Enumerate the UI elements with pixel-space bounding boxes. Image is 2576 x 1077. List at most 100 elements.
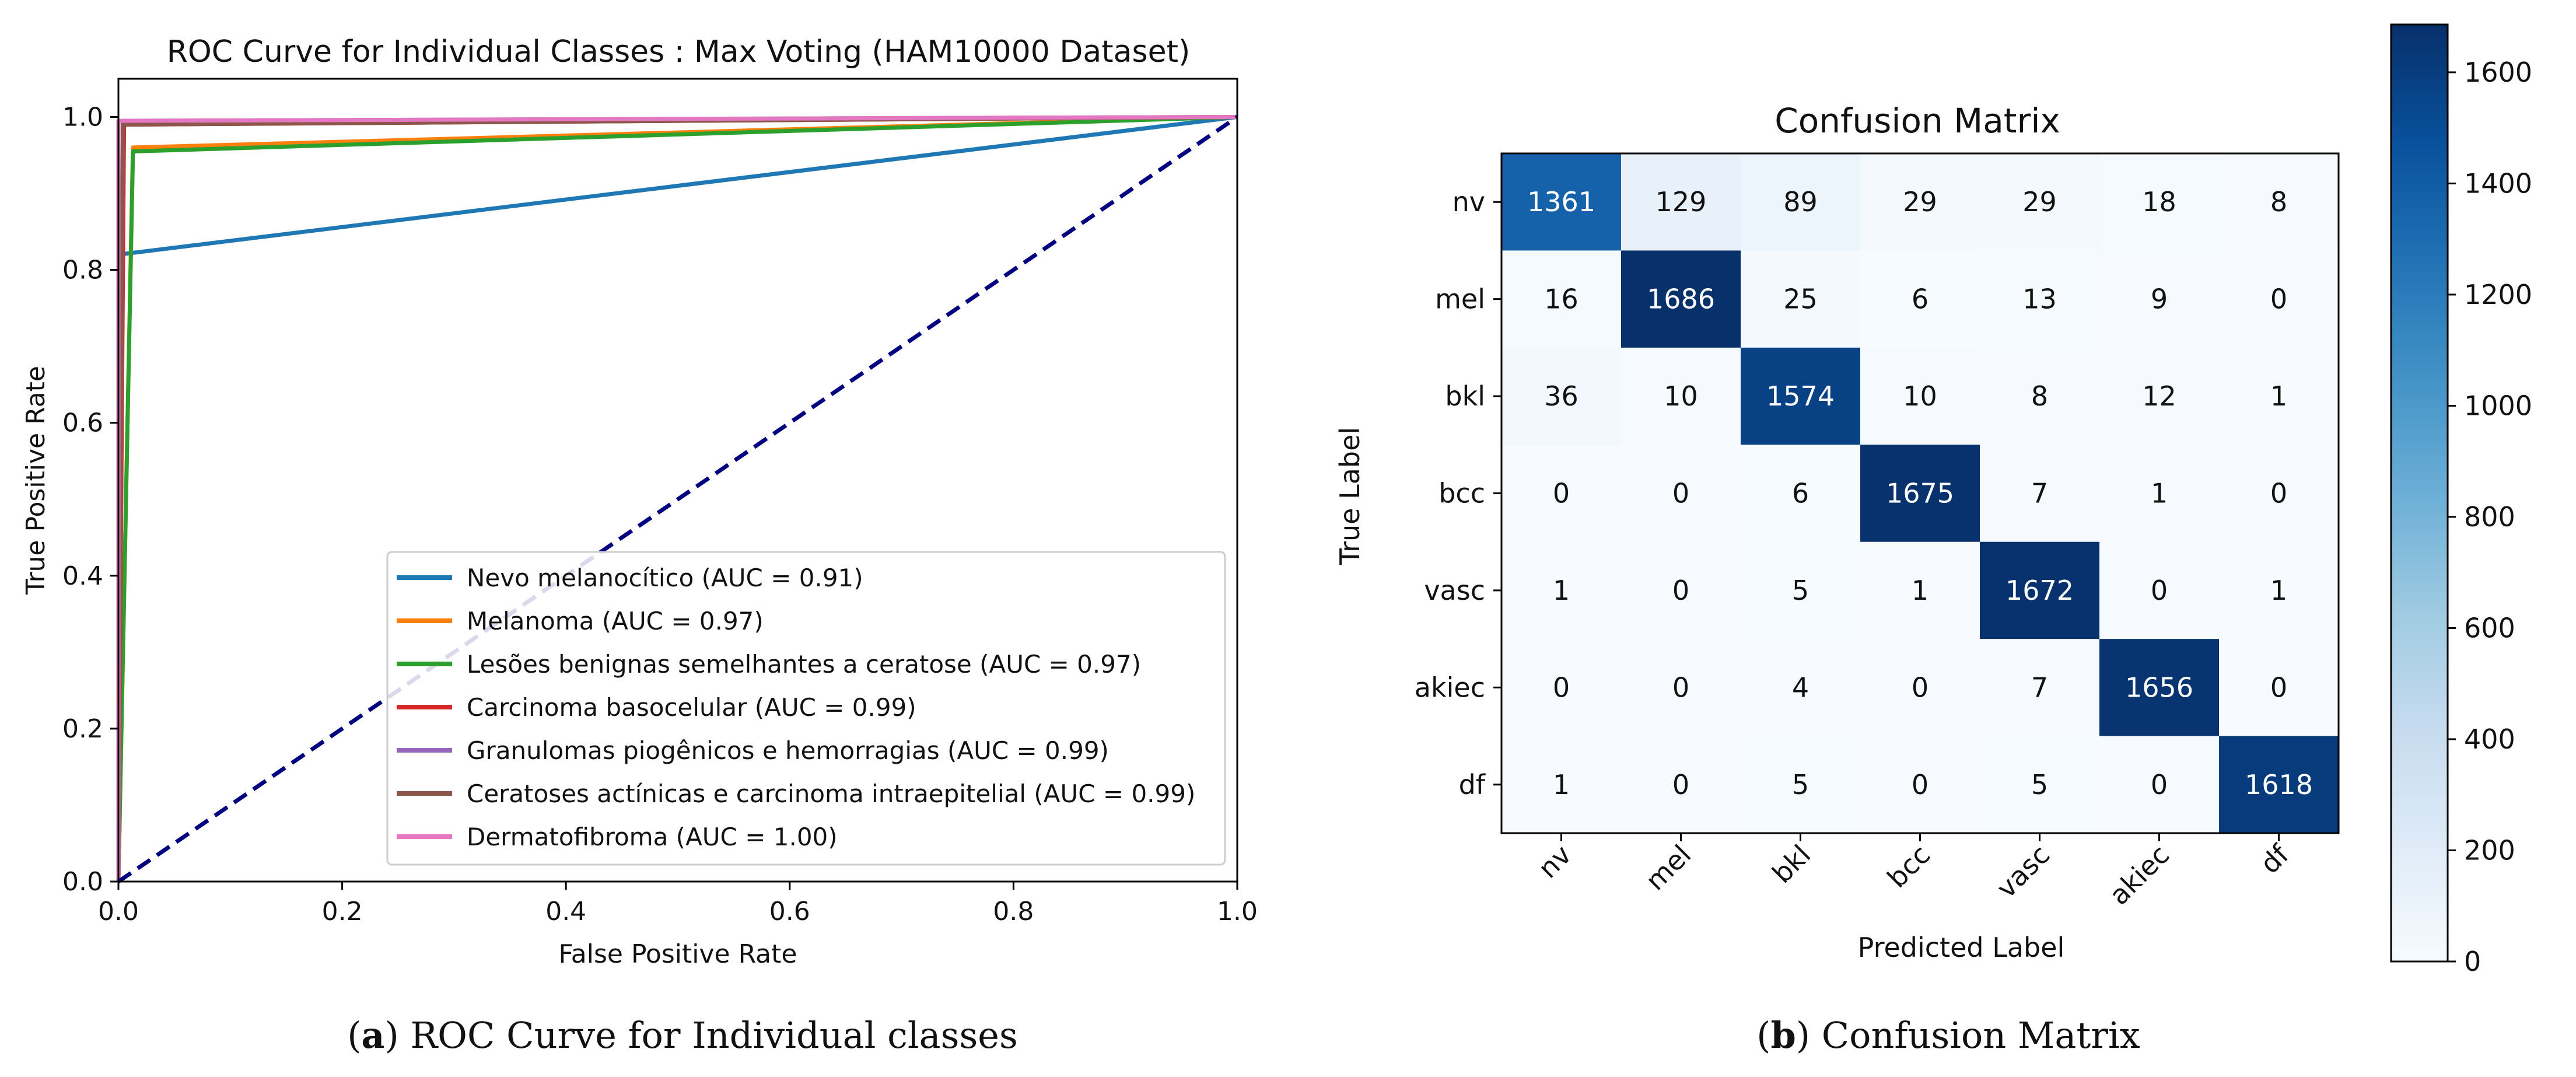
roc-x-tick-label: 0.2 (322, 897, 363, 926)
cm-cell (1980, 736, 2100, 834)
cm-cell-value: 1686 (1647, 284, 1715, 315)
caption-a-text: ROC Curve for Individual classes (399, 1014, 1018, 1057)
cm-cell-value: 10 (1903, 380, 1937, 412)
cm-cell-value: 6 (1912, 284, 1929, 315)
cm-cell-value: 1574 (1766, 380, 1835, 412)
caption-a-label: a (361, 1014, 384, 1057)
cm-cell (1621, 736, 1741, 834)
cm-cell-value: 25 (1783, 284, 1818, 315)
roc-x-tick-label: 0.4 (545, 897, 586, 926)
roc-y-tick-label: 0.8 (62, 256, 103, 285)
cm-cell (2219, 153, 2339, 251)
cm-cell-value: 7 (2031, 478, 2048, 509)
cm-y-tick-label: bkl (1445, 380, 1485, 412)
roc-y-tick-label: 1.0 (62, 103, 103, 132)
cm-cell (1741, 639, 1861, 737)
caption-b: (b) Confusion Matrix (1756, 1014, 2140, 1057)
cm-cell (2099, 445, 2220, 543)
cm-title: Confusion Matrix (1774, 101, 2060, 141)
cm-cell-value: 10 (1664, 380, 1698, 412)
cm-cell (1741, 445, 1861, 543)
roc-diagonal-line (117, 115, 1238, 883)
cm-cell (1860, 541, 1980, 639)
cm-cell-value: 29 (2022, 186, 2057, 218)
cm-x-tick-label: nv (1532, 839, 1577, 884)
cm-cell (1860, 153, 1980, 251)
caption-b-label: b (1770, 1014, 1796, 1057)
cm-x-axis-label: Predicted Label (1858, 932, 2065, 963)
cm-cell-value: 8 (2270, 186, 2287, 218)
cm-cell (1980, 445, 2100, 543)
cm-y-axis-label: True Label (1334, 427, 1366, 565)
cm-cell (1502, 639, 1622, 737)
cm-cell-value: 129 (1656, 186, 1707, 218)
roc-legend-label: Granulomas piogênicos e hemorragias (AUC… (467, 736, 1109, 765)
cm-y-tick-label: df (1459, 769, 1486, 800)
roc-axes-frame (117, 78, 1238, 883)
colorbar-tick-label: 800 (2464, 501, 2515, 533)
cm-cell (2219, 445, 2339, 543)
roc-legend-label: Carcinoma basocelular (AUC = 0.99) (467, 693, 916, 722)
colorbar-tick-label: 1200 (2464, 279, 2532, 310)
roc-y-tick-label: 0.4 (62, 561, 103, 591)
cm-cell-value: 0 (1553, 672, 1570, 703)
cm-cell (1621, 347, 1741, 445)
cm-cell-value: 1672 (2006, 575, 2074, 606)
colorbar-tick-label: 1600 (2464, 57, 2532, 88)
colorbar-ticks: 0 200 400 600 800 1000 1200 1400 1600 (2448, 57, 2532, 977)
colorbar (2390, 23, 2449, 963)
colorbar-tick-label: 600 (2464, 612, 2515, 644)
cm-cell-value: 1675 (1886, 478, 1954, 509)
cm-cell (1621, 541, 1741, 639)
cm-cell-value: 18 (2142, 186, 2176, 218)
cm-cell (1860, 250, 1980, 348)
cm-y-tick-label: akiec (1415, 672, 1485, 703)
cm-cell-value: 1361 (1527, 186, 1595, 218)
cm-cell (1502, 736, 1622, 834)
cm-x-tick-label: bkl (1766, 839, 1817, 890)
cm-cell (2219, 347, 2339, 445)
roc-legend-box (386, 551, 1226, 866)
roc-y-tick-label: 0.2 (62, 714, 103, 744)
cm-cell (2099, 153, 2220, 251)
cm-cell-value: 1618 (2245, 769, 2313, 800)
cm-cell (1860, 445, 1980, 543)
cm-cell-value: 16 (1544, 284, 1578, 315)
roc-x-tick-label: 0.0 (98, 897, 139, 926)
cm-cell-value: 36 (1544, 380, 1578, 412)
cm-cell (1502, 153, 1622, 251)
cm-cell (1502, 445, 1622, 543)
roc-legend-label: Dermatofibroma (AUC = 1.00) (467, 823, 838, 851)
cm-cell (1860, 347, 1980, 445)
cm-cell (1741, 347, 1861, 445)
cm-x-tick-labels: nv mel bkl bcc vasc akiec df (1532, 833, 2296, 911)
cm-cell-value: 0 (1672, 575, 1689, 606)
cm-cell-value: 7 (2031, 672, 2048, 703)
cm-cell-value: 0 (2270, 478, 2287, 509)
cm-cell-value: 4 (1792, 672, 1809, 703)
cm-cell (2219, 736, 2339, 834)
cm-cell-value: 1 (1553, 769, 1570, 800)
roc-legend-label: Nevo melanocítico (AUC = 0.91) (467, 564, 863, 592)
cm-y-tick-label: vasc (1424, 575, 1485, 606)
cm-cell-value: 8 (2031, 380, 2048, 412)
cm-cell (2099, 347, 2220, 445)
roc-title: ROC Curve for Individual Classes : Max V… (167, 34, 1191, 69)
cm-cell-value: 89 (1783, 186, 1818, 218)
cm-cell (1502, 250, 1622, 348)
colorbar-tick-label: 200 (2464, 834, 2515, 866)
cm-cell (1980, 541, 2100, 639)
cm-cell (1621, 250, 1741, 348)
cm-cell (2099, 541, 2220, 639)
cm-cell (2099, 639, 2220, 737)
cm-cell (2099, 736, 2220, 834)
cm-cell-value: 9 (2151, 284, 2168, 315)
cm-y-tick-label: nv (1452, 186, 1485, 218)
colorbar-tick-label: 400 (2464, 723, 2515, 755)
cm-cell (2219, 250, 2339, 348)
colorbar-tick-label: 0 (2464, 946, 2481, 977)
cm-cell-value: 1 (2270, 380, 2287, 412)
cm-cell-value: 5 (1792, 769, 1809, 800)
cm-cell (1621, 639, 1741, 737)
